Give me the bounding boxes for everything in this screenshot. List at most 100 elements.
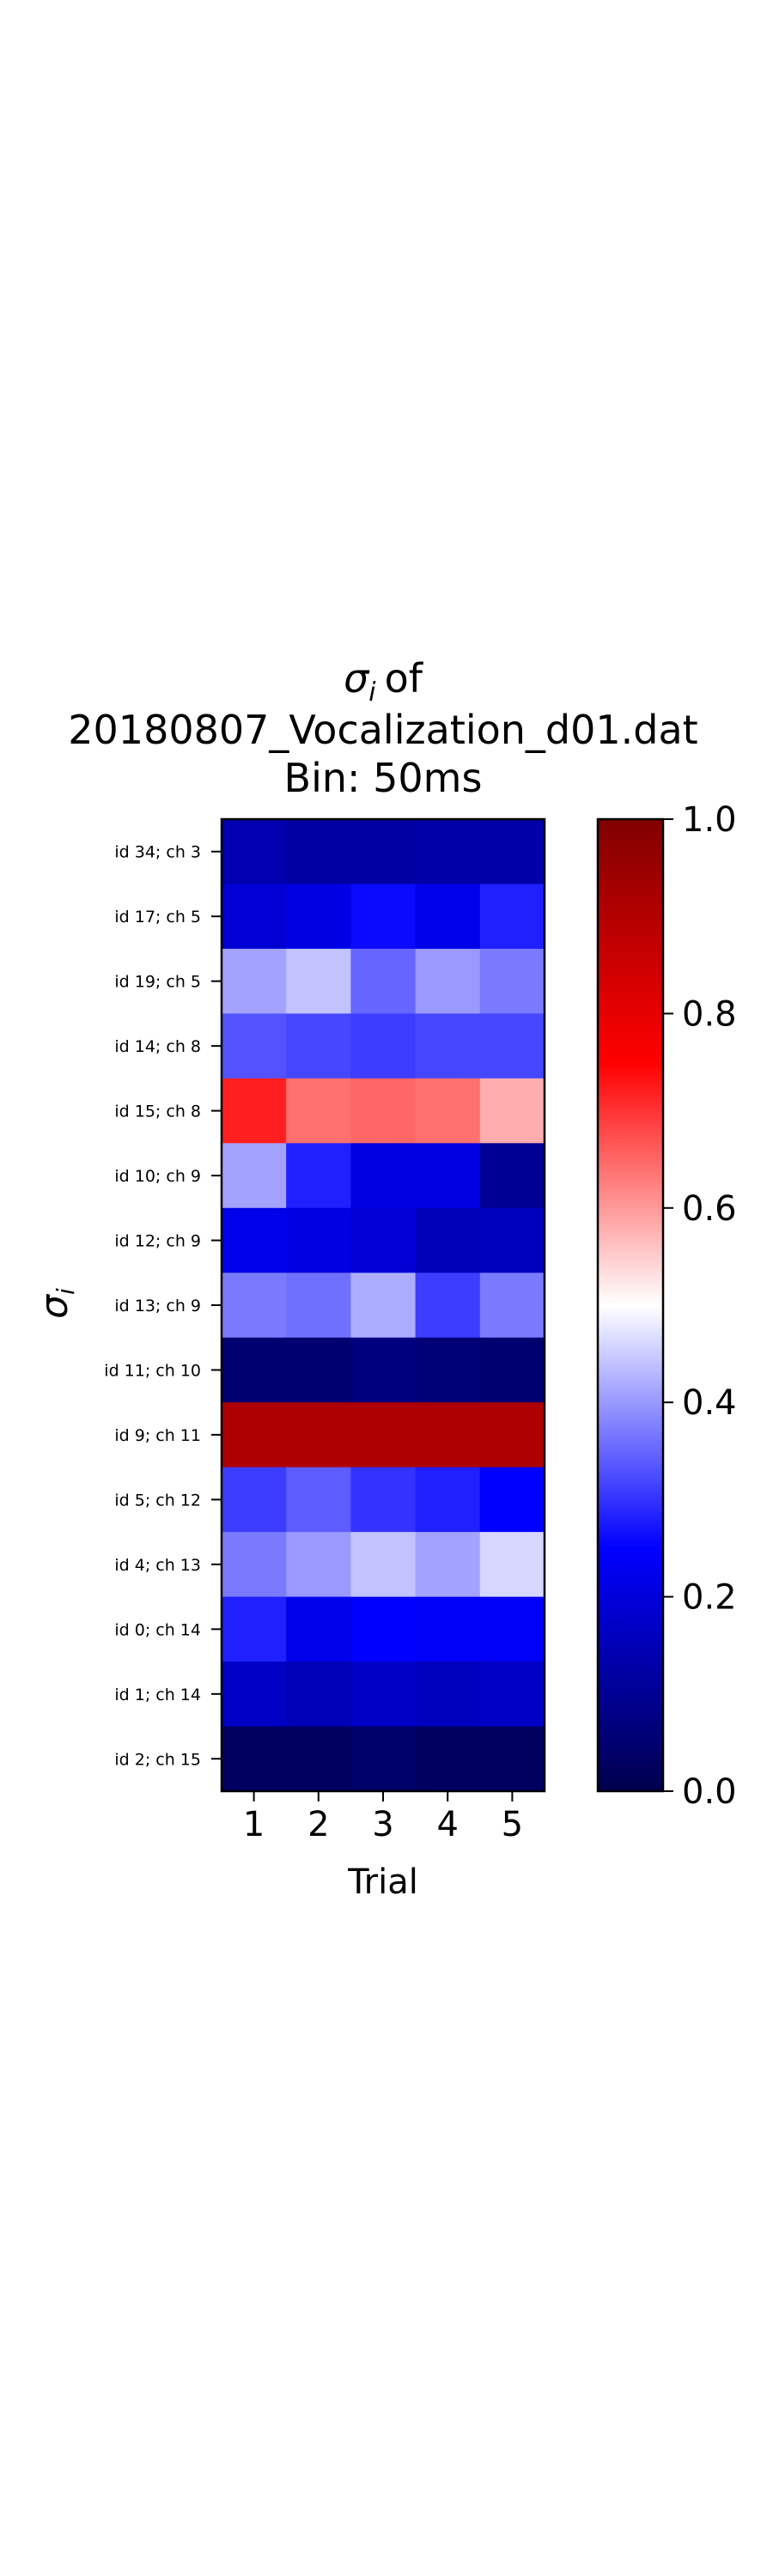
heatmap-cell [350,1726,417,1792]
x-tick-label: 4 [436,1805,458,1844]
heatmap-cell [286,884,351,950]
heatmap-cell [350,1273,417,1339]
x-tick-label: 2 [307,1805,329,1844]
y-tick-label: id 2; ch 15 [114,1750,201,1769]
y-tick-label: id 4; ch 13 [114,1556,201,1575]
heatmap-cell [286,1013,351,1079]
heatmap-cell [479,1143,545,1209]
heatmap-cell [222,1078,287,1144]
heatmap-cell [222,1013,287,1079]
heatmap-cell [222,1467,287,1533]
heatmap-cell [286,1337,351,1403]
heatmap-cell [222,1402,287,1468]
heatmap-cell [222,1337,287,1403]
y-tick-label: id 0; ch 14 [114,1620,201,1639]
heatmap-cell [286,819,351,884]
heatmap-cell [286,1726,351,1792]
y-axis-ticks: id 34; ch 3 id 17; ch 5 id 19; ch 5 id 14; … [104,843,222,1769]
heatmap-cell [350,1402,417,1468]
heatmap-cell [286,1078,351,1144]
heatmap-cell [286,1532,351,1598]
x-tick-label: 1 [243,1805,265,1844]
heatmap-cell [286,1467,351,1533]
heatmap-cell [415,1337,481,1403]
colorbar-tick-label: 0.4 [682,1383,737,1423]
heatmap-cell [286,948,351,1014]
heatmap-cell [415,884,481,950]
heatmap-cell [479,1078,545,1144]
heatmap-cell [415,819,481,884]
heatmap-cell [286,1662,351,1728]
heatmap-cell [350,1596,417,1662]
colorbar-tick-label: 0.8 [682,994,737,1034]
colorbar-tick-label: 0.0 [682,1772,737,1812]
heatmap-cell [222,884,287,950]
heatmap-cell [415,1596,481,1662]
y-tick-label: id 17; ch 5 [114,908,201,927]
heatmap-cell [415,948,481,1014]
heatmap-cell [222,1596,287,1662]
heatmap-cell [479,819,545,884]
y-tick-label: id 13; ch 9 [114,1297,201,1315]
chart-title: σi of 20180807_Vocalization_d01.dat Bin: … [68,655,697,801]
heatmap-cell [479,1532,545,1598]
colorbar-tick-label: 0.6 [682,1189,737,1229]
heatmap-cell [222,819,287,884]
heatmap-cell [286,1273,351,1339]
heatmap-cell [350,819,417,884]
heatmap-cell [286,1143,351,1209]
title-line-1: σi of [344,655,424,708]
heatmap-cell [479,1726,545,1792]
colorbar-tick-label: 0.2 [682,1578,737,1618]
y-axis-label: σi [33,1288,80,1319]
heatmap-cell [415,1078,481,1144]
heatmap-cell [286,1207,351,1273]
title-line-2: 20180807_Vocalization_d01.dat [68,707,697,753]
y-tick-label: id 1; ch 14 [114,1686,201,1704]
heatmap-cell [479,1467,545,1533]
heatmap-cell [479,1207,545,1273]
y-tick-label: id 15; ch 8 [114,1103,201,1121]
heatmap-cell [222,1273,287,1339]
heatmap-cell [350,884,417,950]
heatmap-cell [222,1143,287,1209]
heatmap-cell [479,1273,545,1339]
x-tick-label: 3 [372,1805,393,1844]
heatmap-cells [222,819,545,1792]
heatmap-cell [222,1662,287,1728]
heatmap-cell [415,1207,481,1273]
heatmap-cell [222,1207,287,1273]
colorbar [596,817,665,1793]
heatmap-cell [479,1013,545,1079]
colorbar-tick-label: 1.0 [682,800,737,840]
y-tick-label: id 14; ch 8 [114,1037,201,1056]
heatmap-cell [350,1207,417,1273]
y-tick-label: id 10; ch 9 [114,1167,201,1186]
heatmap-cell [286,1402,351,1468]
heatmap-cell [415,1532,481,1598]
y-tick-label: id 12; ch 9 [114,1232,201,1251]
heatmap-cell [479,1662,545,1728]
heatmap-cell [350,1532,417,1598]
heatmap-cell [479,948,545,1014]
heatmap-cell [222,1532,287,1598]
heatmap-cell [415,1013,481,1079]
heatmap-cell [350,1467,417,1533]
heatmap-cell [286,1596,351,1662]
heatmap-cell [415,1402,481,1468]
heatmap-cell [350,1013,417,1079]
y-tick-label: id 19; ch 5 [114,973,201,992]
heatmap-cell [479,1402,545,1468]
heatmap-cell [350,948,417,1014]
heatmap-cell [415,1143,481,1209]
heatmap-cell [350,1078,417,1144]
heatmap-cell [350,1143,417,1209]
heatmap-cell [222,1726,287,1792]
heatmap-cell [222,948,287,1014]
x-tick-label: 5 [502,1805,523,1844]
title-line-3: Bin: 50ms [284,755,483,801]
x-axis-label: Trial [347,1862,418,1902]
y-tick-label: id 9; ch 11 [114,1426,201,1445]
heatmap-cell [479,1596,545,1662]
